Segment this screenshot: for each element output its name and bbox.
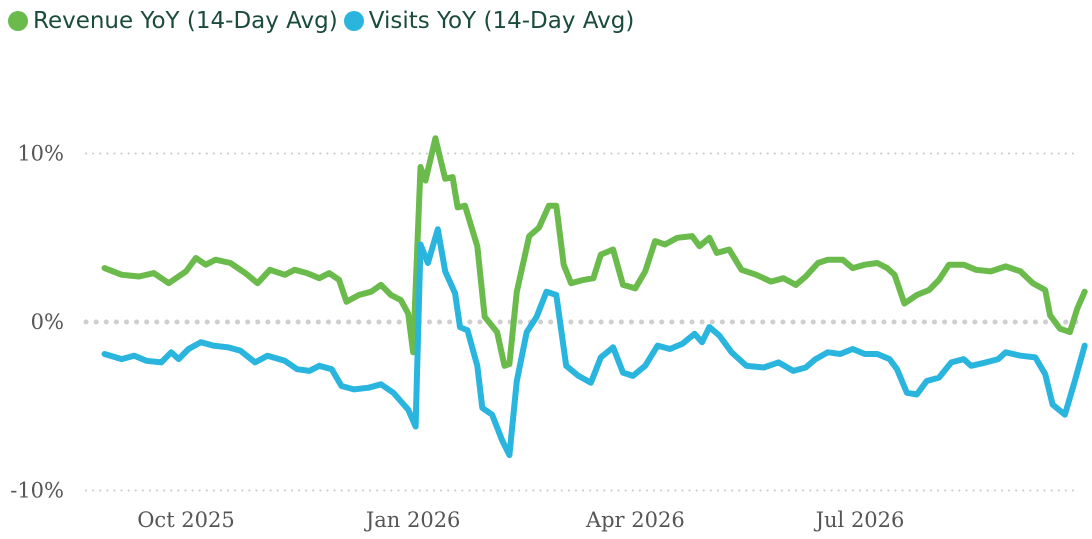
x-tick-label: Jan 2026 [364, 508, 461, 532]
x-tick-label: Oct 2025 [137, 508, 235, 532]
legend-item-revenue[interactable]: Revenue YoY (14-Day Avg) [8, 8, 338, 34]
y-tick-label: 10% [17, 142, 64, 166]
y-tick-label: -10% [10, 479, 64, 503]
x-axis: Oct 2025 Jan 2026 Apr 2026 Jul 2026 [137, 508, 904, 532]
y-tick-label: 0% [31, 310, 64, 334]
revenue-legend-label: Revenue YoY (14-Day Avg) [33, 8, 338, 34]
legend-item-visits[interactable]: Visits YoY (14-Day Avg) [343, 8, 635, 34]
legend: Revenue YoY (14-Day Avg) Visits YoY (14-… [8, 4, 640, 38]
visits-series-line [101, 226, 1088, 459]
series-lines [101, 135, 1088, 459]
visits-legend-marker [343, 11, 364, 31]
gridlines [83, 152, 1083, 492]
visits-legend-label: Visits YoY (14-Day Avg) [368, 8, 635, 34]
x-tick-label: Jul 2026 [814, 508, 905, 532]
y-axis: 10% 0% -10% [10, 142, 64, 503]
revenue-series-line [101, 135, 1088, 369]
revenue-legend-marker [8, 11, 28, 31]
x-tick-label: Apr 2026 [585, 508, 685, 532]
